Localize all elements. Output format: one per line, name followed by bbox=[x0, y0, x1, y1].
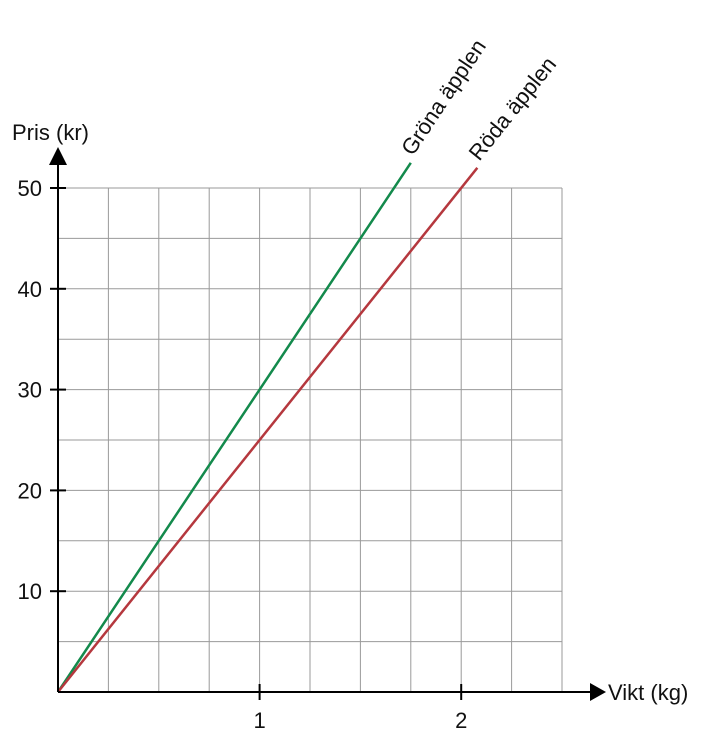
ticks: 10 20 30 40 50 1 2 bbox=[18, 176, 468, 731]
y-tick-label: 20 bbox=[18, 478, 42, 503]
labels: Pris (kr) Vikt (kg) bbox=[12, 120, 688, 705]
y-axis-arrow-icon bbox=[49, 147, 67, 165]
series-lines bbox=[56, 162, 479, 693]
y-tick-label: 50 bbox=[18, 176, 42, 201]
x-tick-label: 1 bbox=[253, 708, 265, 731]
series-line-1 bbox=[56, 162, 412, 693]
x-tick-label: 2 bbox=[455, 708, 467, 731]
series-label-2: Röda äpplen bbox=[464, 52, 561, 165]
axes bbox=[49, 147, 606, 701]
x-axis-arrow-icon bbox=[590, 683, 606, 701]
y-tick-label: 30 bbox=[18, 378, 42, 403]
y-tick-label: 40 bbox=[18, 277, 42, 302]
grid bbox=[58, 187, 563, 692]
y-axis-label: Pris (kr) bbox=[12, 120, 89, 145]
series-line-2 bbox=[57, 167, 479, 693]
y-tick-label: 10 bbox=[18, 579, 42, 604]
x-axis-label: Vikt (kg) bbox=[608, 680, 688, 705]
